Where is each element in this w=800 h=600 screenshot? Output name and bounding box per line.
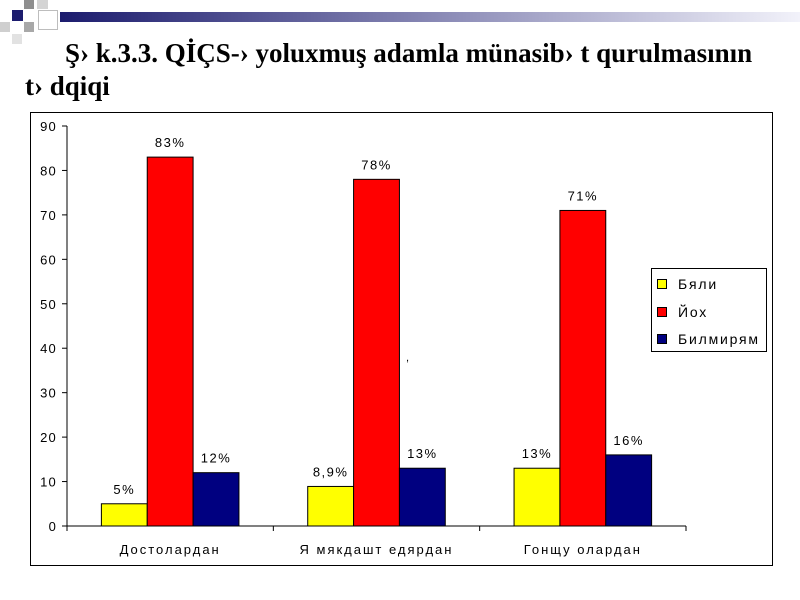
bar-series-1-category-2 xyxy=(307,485,355,527)
data-label-series-2-category-3: 71% xyxy=(568,188,599,203)
decor-square xyxy=(0,22,10,32)
data-label-series-2-category-2: 78% xyxy=(361,157,392,172)
data-label-series-2-category-1: 83% xyxy=(155,135,186,150)
y-tick-label: 50 xyxy=(40,297,57,312)
bar-series-2-category-1 xyxy=(146,156,194,527)
decor-square xyxy=(12,10,23,21)
y-tick-label: 20 xyxy=(40,430,57,445)
bar-series-3-category-3 xyxy=(605,454,653,527)
bar-series-3-category-2 xyxy=(398,467,446,527)
decor-square xyxy=(38,10,58,30)
legend-label-series-2: Йох xyxy=(678,304,709,320)
legend-swatch-series-3 xyxy=(657,334,667,344)
y-tick-label: 40 xyxy=(40,341,57,356)
slide-title-line-1: Ş› k.3.3. QİÇS-› yoluxmuş adamla münasib… xyxy=(65,38,753,68)
legend-label-series-1: Бяли xyxy=(678,276,718,292)
y-tick-label: 30 xyxy=(40,386,57,401)
chart-annotation-mark: , xyxy=(406,352,410,364)
x-category-label-3: Гонщу олардан xyxy=(524,542,642,557)
y-tick-label: 70 xyxy=(40,208,57,223)
y-tick-label: 0 xyxy=(49,519,57,534)
x-category-label-1: Достолардан xyxy=(120,542,221,557)
data-label-series-3-category-2: 13% xyxy=(407,446,438,461)
data-label-series-3-category-3: 16% xyxy=(613,433,644,448)
header-gradient-bar xyxy=(60,12,800,22)
data-label-series-1-category-2: 8,9% xyxy=(313,464,349,479)
decor-square xyxy=(24,0,34,9)
bar-series-2-category-2 xyxy=(353,178,400,527)
y-tick-label: 10 xyxy=(40,475,57,490)
chart-legend: Бяли Йох Билмирям xyxy=(651,268,767,352)
data-label-series-3-category-1: 12% xyxy=(201,451,232,466)
y-tick-label: 90 xyxy=(40,119,57,134)
bar-series-3-category-1 xyxy=(192,472,240,527)
bar-series-1-category-1 xyxy=(100,503,148,527)
decor-square xyxy=(37,0,48,9)
decor-square xyxy=(12,34,22,44)
data-label-series-1-category-3: 13% xyxy=(522,446,553,461)
legend-label-series-3: Билмирям xyxy=(678,331,760,347)
slide-title-line-2: t› dqiqi xyxy=(25,71,110,101)
data-label-series-1-category-1: 5% xyxy=(113,482,135,497)
x-category-label-2: Я мякдашт едярдан xyxy=(300,542,454,557)
legend-item-series-3: Билмирям xyxy=(652,330,766,348)
bar-series-2-category-3 xyxy=(559,209,607,527)
decor-square xyxy=(24,22,34,32)
legend-item-series-1: Бяли xyxy=(652,275,766,293)
y-tick-label: 60 xyxy=(40,252,57,267)
y-tick-label: 80 xyxy=(40,163,57,178)
bar-series-1-category-3 xyxy=(513,467,561,527)
legend-swatch-series-2 xyxy=(657,307,667,317)
legend-swatch-series-1 xyxy=(657,279,667,289)
legend-item-series-2: Йох xyxy=(652,303,766,321)
